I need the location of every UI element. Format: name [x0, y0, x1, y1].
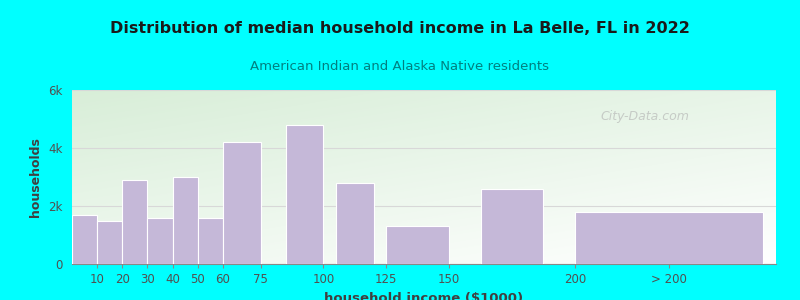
- Bar: [386, 226, 449, 264]
- Text: City-Data.com: City-Data.com: [600, 110, 689, 123]
- Bar: [97, 220, 122, 264]
- Y-axis label: households: households: [30, 137, 42, 217]
- Bar: [481, 189, 543, 264]
- Bar: [336, 183, 374, 264]
- Bar: [223, 142, 261, 264]
- Bar: [72, 215, 97, 264]
- Bar: [122, 180, 147, 264]
- Bar: [198, 218, 223, 264]
- Bar: [575, 212, 763, 264]
- Text: Distribution of median household income in La Belle, FL in 2022: Distribution of median household income …: [110, 21, 690, 36]
- Text: American Indian and Alaska Native residents: American Indian and Alaska Native reside…: [250, 60, 550, 73]
- X-axis label: household income ($1000): household income ($1000): [325, 292, 523, 300]
- Bar: [173, 177, 198, 264]
- Bar: [147, 218, 173, 264]
- Bar: [286, 125, 323, 264]
